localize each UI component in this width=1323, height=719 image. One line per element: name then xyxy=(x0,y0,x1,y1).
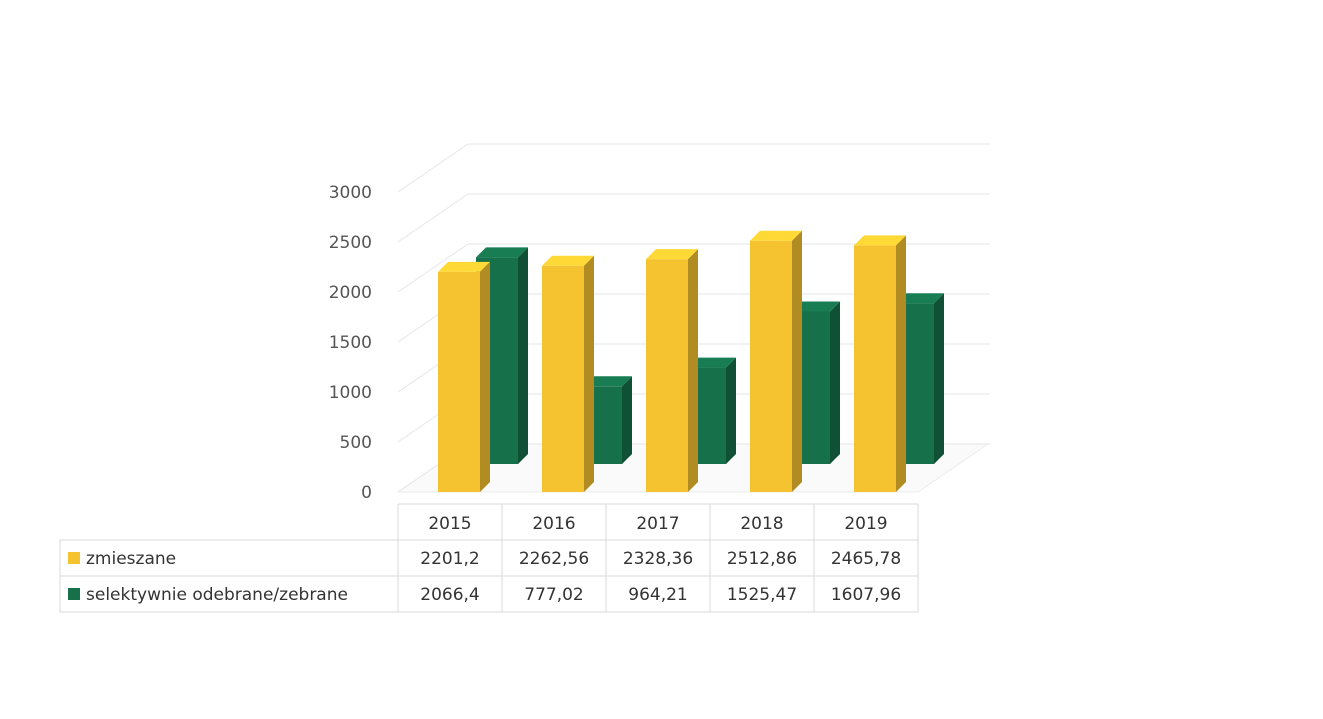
bar-series2-2016-side xyxy=(622,376,632,464)
series-front-bars xyxy=(438,230,906,493)
y-tick-label: 0 xyxy=(361,483,372,503)
bar-series1-2018-side xyxy=(792,230,802,493)
bar-series1-2017 xyxy=(646,249,698,492)
data-label: 1525,47 xyxy=(727,585,797,605)
legend-key xyxy=(68,552,80,564)
bar-series1-2017-top xyxy=(646,249,698,260)
bar-series2-2017-side xyxy=(726,357,736,464)
bar-series2-2018-side xyxy=(830,301,840,464)
gridline-side xyxy=(397,193,469,243)
bar-series2-2015-top xyxy=(476,247,528,258)
gridline-side xyxy=(397,243,469,293)
data-table: 2015 2016 2017 2018 2019 zmieszane 2201,2 2262,… xyxy=(59,503,919,613)
bar-series1-2018 xyxy=(750,230,802,493)
category-label: 2019 xyxy=(844,514,887,534)
category-label: 2016 xyxy=(532,514,575,534)
category-label: 2017 xyxy=(636,514,679,534)
series-label: zmieszane xyxy=(86,549,176,569)
bar-series1-2018-top xyxy=(750,230,802,241)
data-label: 2512,86 xyxy=(727,549,797,569)
bar-series2-2015-side xyxy=(518,247,528,464)
gridline-side xyxy=(397,143,469,193)
data-label: 2262,56 xyxy=(519,549,589,569)
data-label: 2066,4 xyxy=(420,585,479,605)
data-label: 1607,96 xyxy=(831,585,901,605)
y-tick-label: 500 xyxy=(340,433,372,453)
y-tick-label: 3000 xyxy=(329,183,372,203)
bar-series1-2015-side xyxy=(480,261,490,492)
bar-series1-2016-top xyxy=(542,255,594,266)
data-label: 777,02 xyxy=(524,585,583,605)
bar-series1-2019 xyxy=(854,235,906,492)
bar-series1-2016-side xyxy=(584,255,594,492)
data-label: 2465,78 xyxy=(831,549,901,569)
category-label: 2015 xyxy=(428,514,471,534)
y-tick-label: 1000 xyxy=(329,383,372,403)
bar-series1-2019-front xyxy=(854,245,896,492)
bar-series1-2016 xyxy=(542,255,594,492)
bar-series1-2017-front xyxy=(646,259,688,492)
bar-series2-2019-side xyxy=(934,293,944,464)
y-tick-label: 1500 xyxy=(329,333,372,353)
y-tick-label: 2500 xyxy=(329,233,372,253)
legend-key xyxy=(68,588,80,600)
bar-series1-2019-top xyxy=(854,235,906,246)
data-label: 964,21 xyxy=(628,585,687,605)
bar-series1-2015-front xyxy=(438,271,480,492)
series-label: selektywnie odebrane/zebrane xyxy=(86,585,348,605)
bar-series1-2016-front xyxy=(542,265,584,492)
y-tick-label: 2000 xyxy=(329,283,372,303)
bar-series1-2019-side xyxy=(896,235,906,492)
data-label: 2328,36 xyxy=(623,549,693,569)
bar-series1-2018-front xyxy=(750,240,792,492)
y-axis-ticks: 0 500 1000 1500 2000 2500 3000 xyxy=(329,183,372,503)
bar-series1-2015-top xyxy=(438,261,490,272)
category-label: 2018 xyxy=(740,514,783,534)
bar-series1-2015 xyxy=(438,261,490,492)
data-label: 2201,2 xyxy=(420,549,479,569)
bar-series1-2017-side xyxy=(688,249,698,492)
